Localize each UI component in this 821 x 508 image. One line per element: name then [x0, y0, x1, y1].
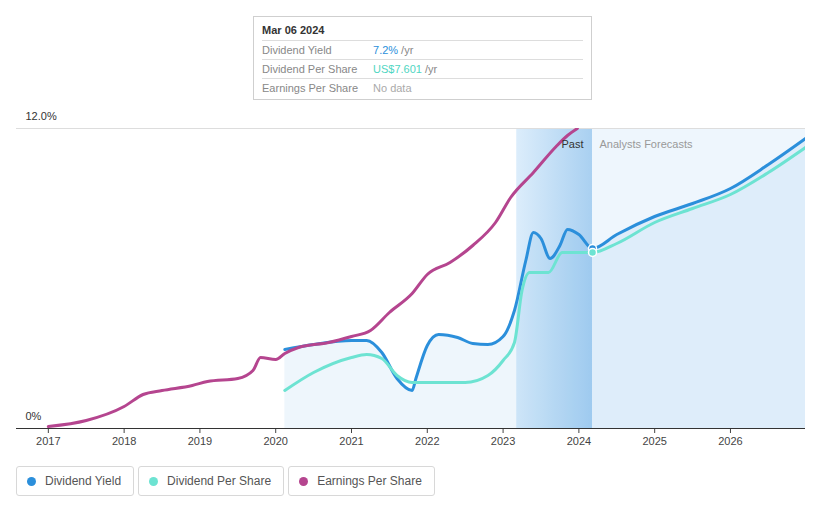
svg-text:2019: 2019 [188, 435, 212, 447]
svg-text:0%: 0% [26, 410, 42, 422]
html-text:Earnings Per Share: Earnings Per Share [317, 474, 422, 488]
html-text:Mar 06 2024: Mar 06 2024 [262, 24, 325, 36]
svg-text:12.0%: 12.0% [26, 110, 57, 122]
svg-text:2023: 2023 [491, 435, 515, 447]
html-text:US$7.601 /yr: US$7.601 /yr [373, 63, 438, 75]
html-text:7.2% /yr: 7.2% /yr [373, 44, 414, 56]
svg-text:2020: 2020 [263, 435, 287, 447]
svg-text:2018: 2018 [112, 435, 136, 447]
svg-text:2026: 2026 [718, 435, 742, 447]
html-text:Dividend Yield: Dividend Yield [262, 44, 332, 56]
svg-text:Past: Past [562, 138, 584, 150]
html-text:No data: No data [373, 82, 412, 94]
html-text:Dividend Per Share: Dividend Per Share [262, 63, 358, 75]
svg-text:2024: 2024 [567, 435, 591, 447]
html-text:Dividend Per Share: Dividend Per Share [167, 474, 272, 488]
svg-text:2025: 2025 [642, 435, 666, 447]
svg-text:2022: 2022 [415, 435, 439, 447]
html-text:Earnings Per Share: Earnings Per Share [262, 82, 358, 94]
html-text:Dividend Yield: Dividend Yield [45, 474, 122, 488]
svg-text:2021: 2021 [339, 435, 363, 447]
svg-text:2017: 2017 [36, 435, 60, 447]
svg-text:Analysts Forecasts: Analysts Forecasts [600, 138, 693, 150]
